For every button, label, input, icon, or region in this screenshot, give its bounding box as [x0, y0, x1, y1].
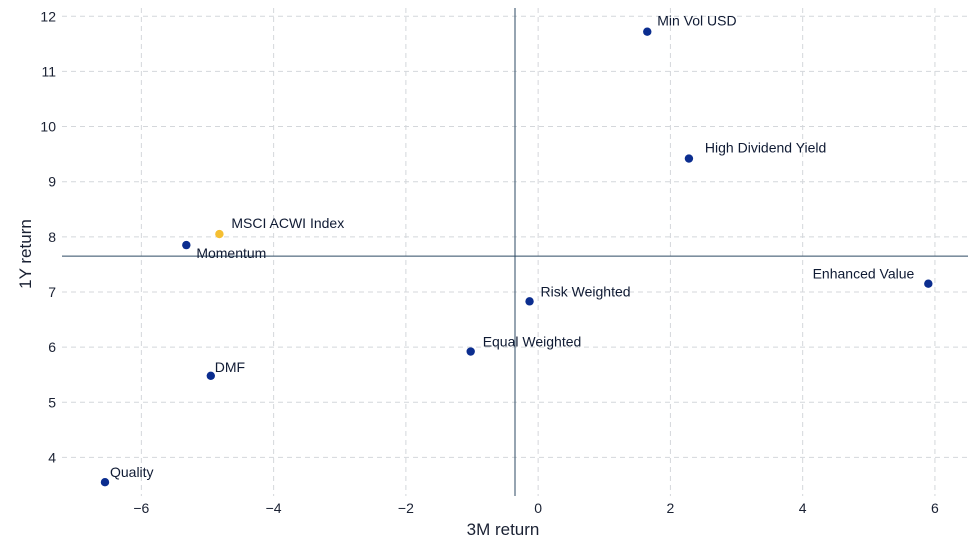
y-tick-label: 12: [40, 8, 56, 24]
data-point: [100, 478, 110, 487]
data-point: [924, 279, 933, 288]
x-axis-title: 3M return: [467, 520, 540, 539]
point-label: DMF: [215, 359, 245, 375]
data-point: [684, 154, 694, 163]
y-axis-title: 1Y return: [16, 219, 35, 289]
point-label: Momentum: [196, 245, 266, 261]
y-tick-label: 6: [48, 339, 56, 355]
x-tick-label: −4: [266, 500, 282, 516]
data-point: [525, 297, 534, 306]
data-point: [466, 347, 475, 356]
y-tick-label: 8: [48, 229, 56, 245]
y-tick-label: 9: [48, 174, 56, 190]
y-tick-label: 11: [41, 63, 56, 79]
point-label: Quality: [110, 464, 154, 480]
x-tick-label: 0: [534, 500, 542, 516]
x-tick-label: 6: [931, 500, 939, 516]
data-points: [100, 27, 933, 487]
point-label: Risk Weighted: [541, 283, 631, 299]
y-tick-label: 10: [40, 119, 56, 135]
y-tick-label: 4: [48, 449, 56, 465]
x-tick-label: −2: [398, 500, 414, 516]
point-labels: Min Vol USD High Dividend Yield MSCI ACWI …: [110, 13, 915, 481]
data-point: [215, 229, 224, 239]
y-axis-ticks: 4 5 6 7 8 9 10 11 12: [40, 8, 56, 465]
y-tick-label: 5: [48, 394, 56, 410]
point-label: Enhanced Value: [813, 266, 915, 282]
data-point: [643, 27, 652, 36]
data-point: [206, 371, 215, 380]
x-axis-ticks: −6 −4 −2 0 2 4 6: [133, 500, 939, 516]
x-tick-label: 2: [667, 500, 675, 516]
x-tick-label: 4: [799, 500, 807, 516]
x-tick-label: −6: [133, 500, 149, 516]
point-label: High Dividend Yield: [705, 140, 826, 156]
reference-lines: [62, 8, 968, 496]
point-label: Equal Weighted: [483, 334, 582, 350]
point-label: MSCI ACWI Index: [231, 215, 344, 231]
data-point: [182, 240, 191, 250]
y-tick-label: 7: [48, 284, 56, 300]
point-label: Min Vol USD: [657, 13, 736, 29]
